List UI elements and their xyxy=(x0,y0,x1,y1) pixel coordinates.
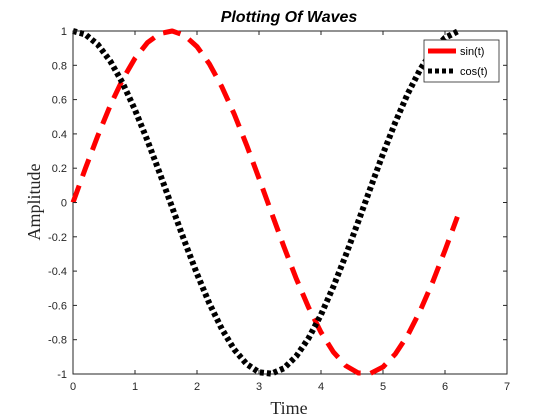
y-tick-label: 0.6 xyxy=(52,95,67,107)
x-tick-label: 2 xyxy=(194,381,200,393)
y-tick-label: -0.8 xyxy=(48,335,67,347)
legend-label-cos: cos(t) xyxy=(460,66,488,78)
legend-label-sin: sin(t) xyxy=(460,46,484,58)
y-axis-label: Amplitude xyxy=(24,163,44,240)
legend-box xyxy=(423,39,500,83)
x-tick-label: 4 xyxy=(318,381,324,393)
x-tick-label: 5 xyxy=(380,381,386,393)
chart-title: Plotting Of Waves xyxy=(221,9,358,26)
y-tick-label: -1 xyxy=(57,369,67,381)
x-tick-label: 3 xyxy=(256,381,262,393)
series-layer xyxy=(70,28,460,377)
y-tick-label: -0.6 xyxy=(48,300,67,312)
y-tick-label: 0.2 xyxy=(52,163,67,175)
y-tick-label: -0.2 xyxy=(48,232,67,244)
plot-area xyxy=(72,30,508,375)
x-tick-label: 0 xyxy=(70,381,76,393)
y-tick-label: -0.4 xyxy=(48,266,67,278)
y-tick-label: 0 xyxy=(61,198,67,210)
y-tick-label: 0.8 xyxy=(52,60,67,72)
x-tick-label: 7 xyxy=(504,381,510,393)
x-axis-label: Time xyxy=(270,398,307,418)
y-tick-label: 0.4 xyxy=(52,129,67,141)
legend: sin(t) cos(t) xyxy=(423,39,500,83)
x-tick-label: 1 xyxy=(132,381,138,393)
x-tick-label: 6 xyxy=(442,381,448,393)
series-line-sin xyxy=(70,28,460,376)
axis-layer: 0 1 2 3 4 5 6 7 -1 -0.8 -0.6 -0.4 -0.2 0 0.2 0.4 0.6 0.8 1 xyxy=(48,26,510,393)
y-tick-label: 1 xyxy=(61,26,67,38)
